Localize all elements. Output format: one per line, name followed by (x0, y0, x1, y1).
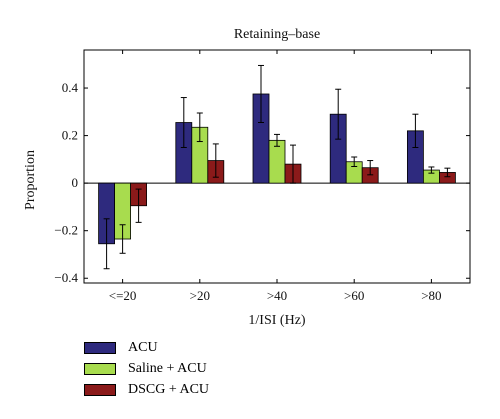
legend-swatch-dscg-acu (84, 383, 116, 396)
x-tick-label: <=20 (109, 288, 137, 303)
x-axis-label: 1/ISI (Hz) (248, 313, 305, 328)
y-axis-label: Proportion (23, 150, 38, 210)
x-tick-label: >60 (344, 288, 364, 303)
plot-area: −0.4 −0.2 0 0.2 0.4 <=20 >20 >40 >60 >80 (54, 49, 471, 303)
chart-title: Retaining–base (234, 27, 320, 42)
x-tick-label: >80 (421, 288, 441, 303)
legend-label-dscg-acu: DSCG + ACU (128, 381, 210, 397)
legend-item-saline-acu: Saline + ACU (84, 358, 324, 379)
legend-item-dscg-acu: DSCG + ACU (84, 379, 324, 400)
legend-swatch-acu (84, 341, 116, 354)
y-tick-label: 0.2 (62, 128, 78, 143)
legend-swatch-saline-acu (84, 362, 116, 375)
legend-label-acu: ACU (128, 339, 158, 355)
x-tick-label: >20 (190, 288, 210, 303)
y-tick-label: 0 (72, 175, 79, 190)
y-tick-label: −0.4 (54, 270, 78, 285)
x-tick-label: >40 (267, 288, 287, 303)
legend-label-saline-acu: Saline + ACU (128, 360, 207, 376)
y-tick-label: −0.2 (54, 223, 78, 238)
legend: ACU Saline + ACU DSCG + ACU (84, 337, 324, 400)
legend-item-acu: ACU (84, 337, 324, 358)
y-tick-label: 0.4 (62, 80, 79, 95)
